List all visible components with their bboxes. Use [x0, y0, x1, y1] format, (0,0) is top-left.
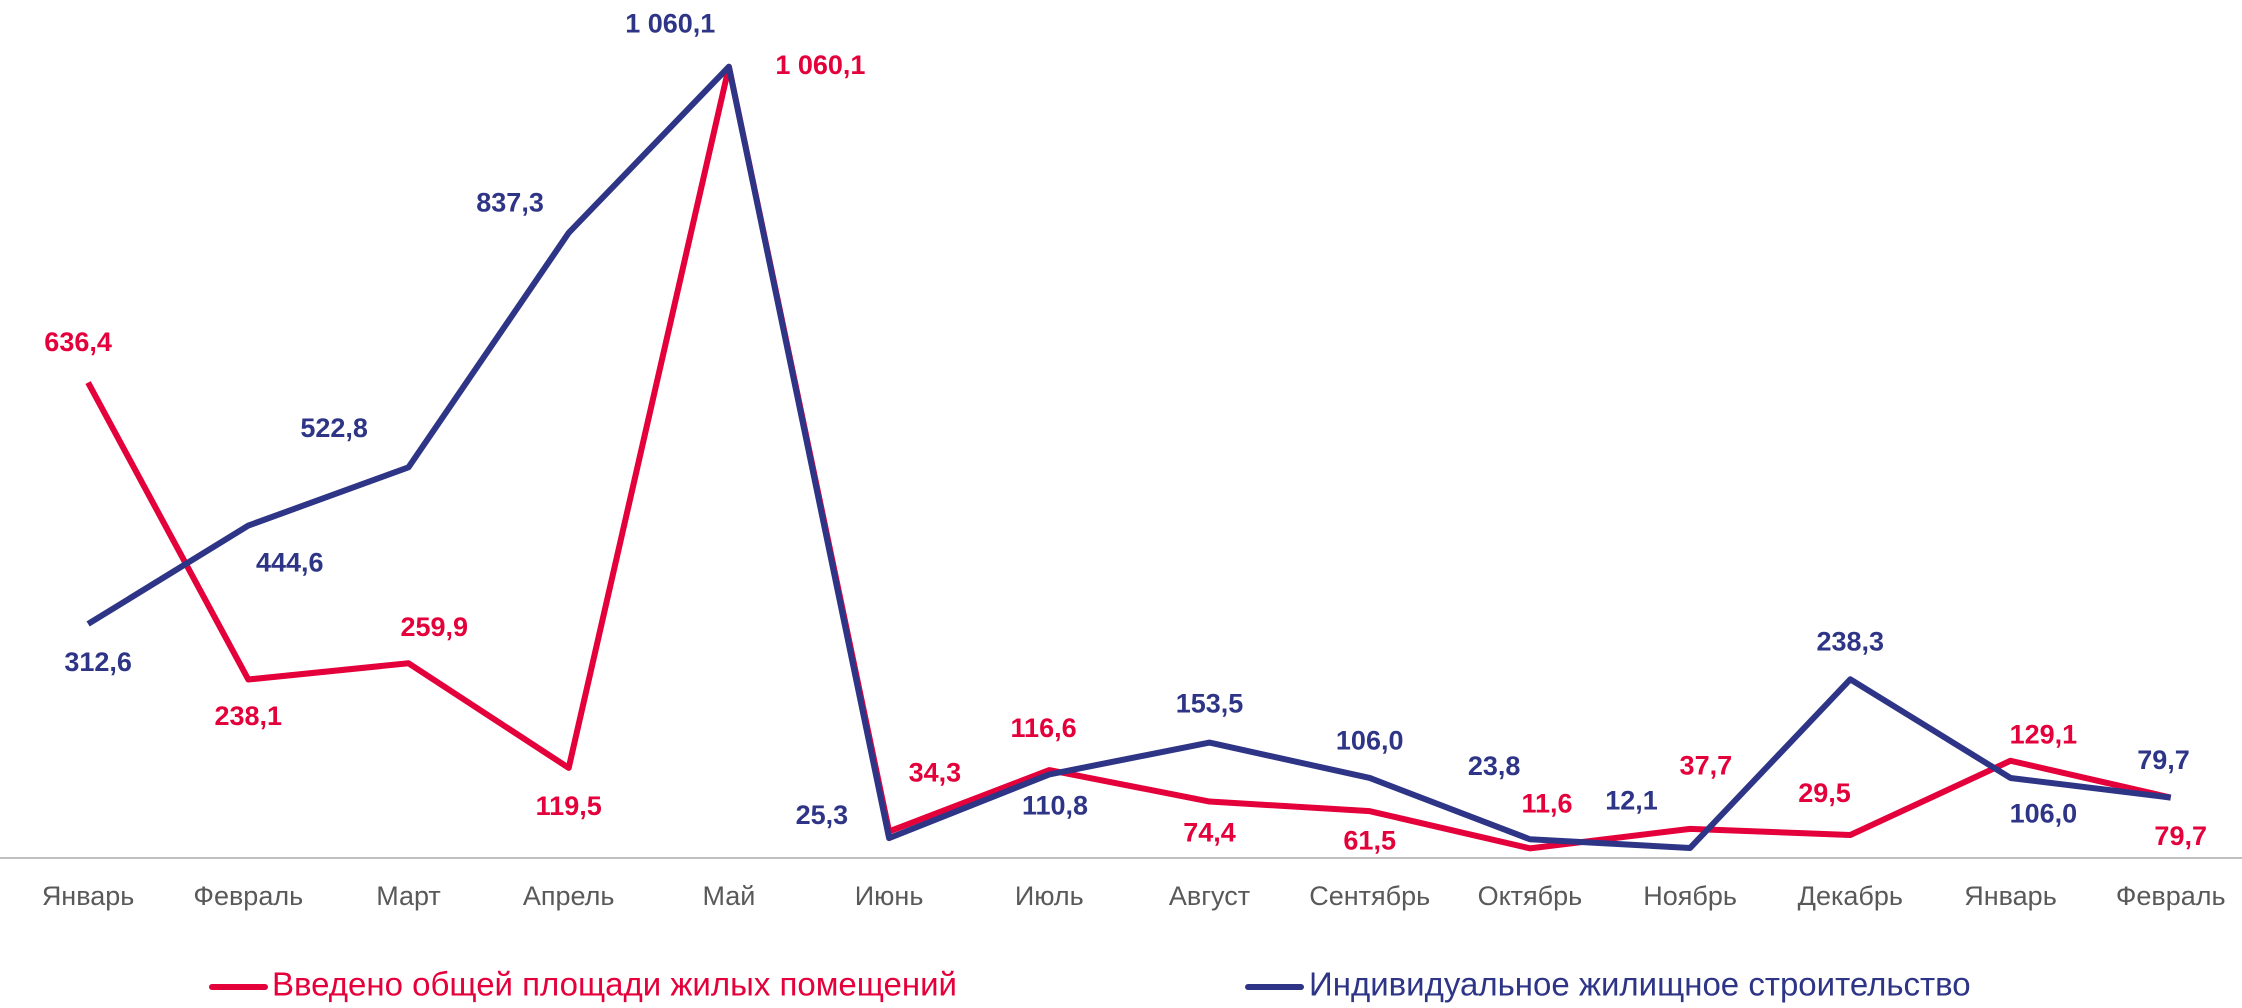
- value-label: 110,8: [1022, 790, 1088, 820]
- value-label: 259,9: [400, 612, 468, 642]
- value-label: 23,8: [1468, 751, 1521, 781]
- value-label: 34,3: [909, 757, 962, 787]
- value-label: 116,6: [1011, 713, 1077, 743]
- value-label: 153,5: [1176, 689, 1244, 719]
- value-label: 12,1: [1605, 785, 1658, 815]
- value-label: 11,6: [1522, 789, 1573, 819]
- value-label: 37,7: [1680, 751, 1733, 781]
- x-tick-label: Февраль: [2116, 881, 2226, 911]
- series-line: [86, 63, 2172, 851]
- value-label: 238,1: [215, 701, 283, 731]
- value-label: 29,5: [1798, 778, 1851, 808]
- x-tick-label: Ноябрь: [1643, 881, 1737, 911]
- x-tick-label: Сентябрь: [1309, 881, 1430, 911]
- value-label: 25,3: [796, 800, 849, 830]
- x-tick-label: Август: [1169, 881, 1250, 911]
- x-tick-label: Март: [376, 881, 441, 911]
- x-tick-label: Апрель: [523, 881, 615, 911]
- x-tick-label: Октябрь: [1478, 881, 1583, 911]
- legend-label: Индивидуальное жилищное строительство: [1309, 966, 1971, 1003]
- value-label: 79,7: [2137, 745, 2190, 775]
- x-tick-label: Январь: [1964, 881, 2057, 911]
- x-tick-label: Февраль: [193, 881, 303, 911]
- series-line: [85, 63, 2172, 852]
- legend-label: Введено общей площади жилых помещений: [272, 966, 957, 1003]
- value-label: 238,3: [1817, 627, 1885, 657]
- value-label: 1 060,1: [775, 50, 865, 80]
- value-label: 106,0: [2010, 798, 2078, 828]
- value-label: 522,8: [300, 413, 368, 443]
- value-label: 79,7: [2154, 821, 2207, 851]
- value-label: 837,3: [476, 187, 544, 217]
- x-tick-label: Июнь: [855, 881, 924, 911]
- value-label: 74,4: [1183, 818, 1236, 848]
- x-tick-label: Январь: [42, 881, 135, 911]
- value-label: 106,0: [1336, 725, 1404, 755]
- value-label: 1 060,1: [625, 8, 715, 38]
- x-tick-label: Май: [702, 881, 755, 911]
- value-label: 119,5: [536, 791, 602, 821]
- x-tick-label: Июль: [1015, 881, 1084, 911]
- value-label: 312,6: [64, 647, 132, 677]
- value-label: 129,1: [2010, 720, 2078, 750]
- value-label: 61,5: [1343, 826, 1396, 856]
- value-label: 636,4: [44, 327, 112, 357]
- value-label: 444,6: [256, 547, 324, 577]
- x-tick-label: Декабрь: [1798, 881, 1903, 911]
